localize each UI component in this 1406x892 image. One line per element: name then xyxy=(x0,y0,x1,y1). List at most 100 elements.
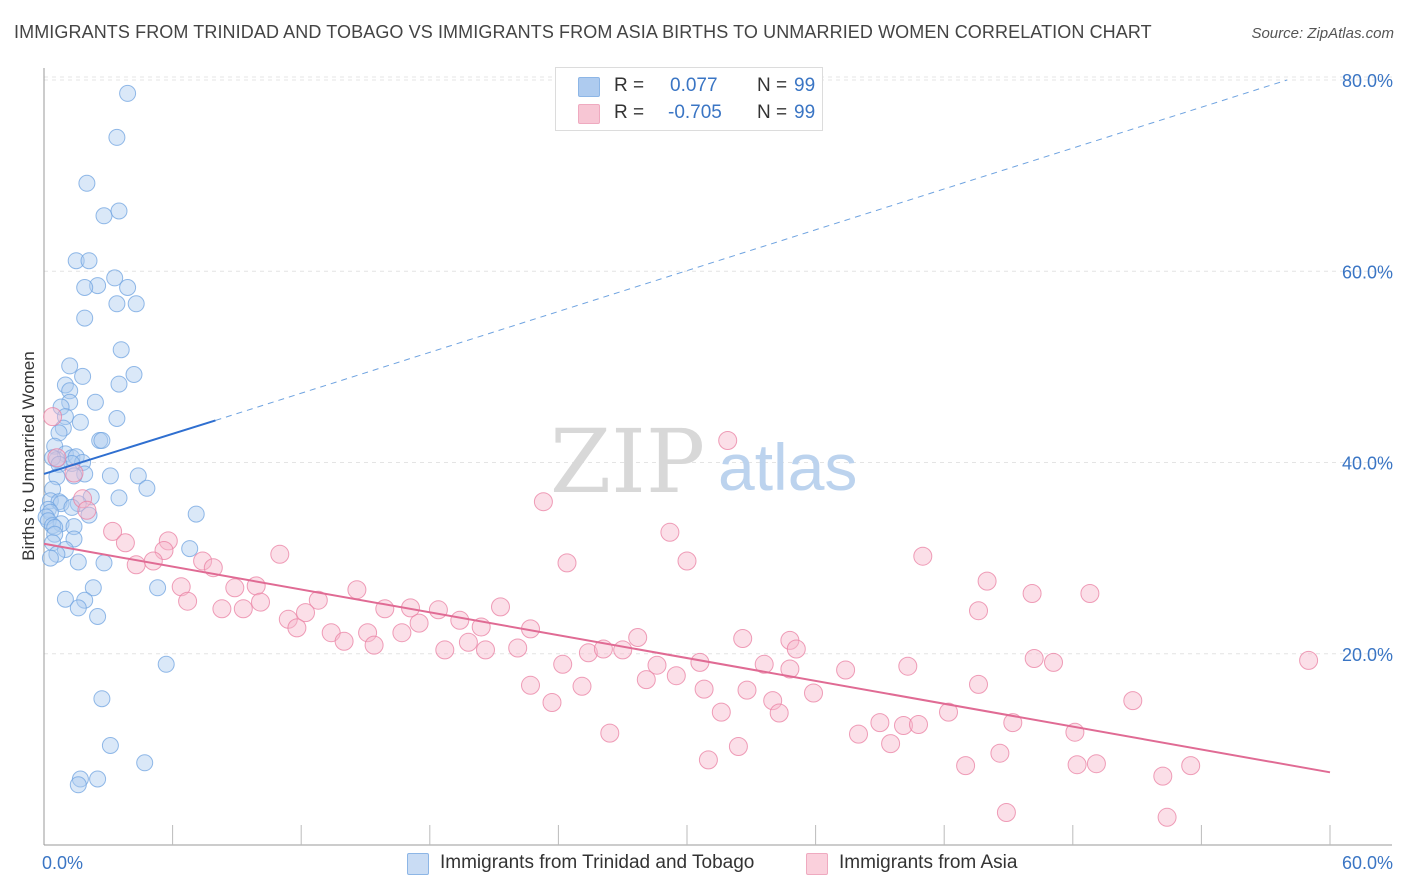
point-asia xyxy=(660,522,680,542)
point-asia xyxy=(47,448,67,468)
point-asia xyxy=(1044,652,1063,672)
point-asia xyxy=(287,618,307,638)
point-asia xyxy=(636,670,656,690)
point-trinidad xyxy=(78,174,96,192)
point-asia xyxy=(358,623,378,643)
point-asia xyxy=(364,635,384,655)
point-asia xyxy=(572,676,592,696)
point-asia xyxy=(754,654,774,674)
legend-swatch-asia xyxy=(578,104,600,124)
point-trinidad xyxy=(67,252,85,270)
legend-r-label: R = xyxy=(614,102,645,123)
point-asia xyxy=(491,597,510,617)
point-asia xyxy=(476,640,495,660)
legend-r-label: R = xyxy=(614,75,645,96)
point-trinidad xyxy=(84,579,102,597)
point-asia xyxy=(553,654,573,674)
point-trinidad xyxy=(95,554,113,572)
point-trinidad xyxy=(95,207,113,225)
legend-n-value-asia: 99 xyxy=(794,102,816,123)
watermark-atlas: atlas xyxy=(718,430,857,504)
y-tick-labels: 20.0% 40.0% 60.0% 80.0% xyxy=(1342,71,1393,665)
legend-swatch-trinidad xyxy=(407,853,429,875)
point-trinidad xyxy=(86,393,104,411)
point-trinidad xyxy=(69,553,87,571)
point-trinidad xyxy=(112,341,130,359)
axes xyxy=(43,68,1392,846)
point-trinidad xyxy=(89,277,107,295)
point-asia xyxy=(763,691,783,711)
point-asia xyxy=(43,407,63,427)
point-asia xyxy=(193,551,213,571)
point-trinidad xyxy=(136,754,154,772)
point-trinidad xyxy=(69,776,87,794)
point-trinidad xyxy=(119,84,137,102)
point-trinidad xyxy=(76,465,94,483)
legend-label-trinidad: Immigrants from Trinidad and Tobago xyxy=(440,852,755,873)
point-asia xyxy=(737,680,757,700)
point-trinidad xyxy=(181,540,199,558)
point-trinidad xyxy=(74,367,92,385)
point-asia xyxy=(786,639,806,659)
point-asia xyxy=(347,580,367,600)
x-tick-label-max: 60.0% xyxy=(1342,853,1393,873)
watermark-zip: ZIP xyxy=(550,410,705,513)
legend-r-value-asia: -0.705 xyxy=(668,102,722,123)
trend-line-trinidad xyxy=(43,419,216,475)
point-trinidad xyxy=(76,279,94,296)
point-trinidad xyxy=(93,690,111,708)
point-asia xyxy=(450,610,470,630)
point-asia xyxy=(1157,807,1177,827)
point-asia xyxy=(647,655,667,675)
y-tick-label: 80.0% xyxy=(1342,71,1393,91)
point-asia xyxy=(728,737,748,756)
point-trinidad xyxy=(106,269,124,287)
point-asia xyxy=(1067,755,1087,775)
point-asia xyxy=(508,638,528,658)
point-asia xyxy=(308,590,328,610)
point-trinidad xyxy=(108,295,126,313)
trend-lines xyxy=(43,79,1331,774)
point-trinidad xyxy=(110,202,128,220)
point-asia xyxy=(103,521,123,541)
point-asia xyxy=(542,693,562,712)
point-asia xyxy=(428,600,448,620)
point-asia xyxy=(557,553,577,573)
legend-n-label: N = xyxy=(757,102,788,123)
series-trinidad-points xyxy=(37,84,205,794)
point-trinidad xyxy=(41,549,59,567)
point-trinidad xyxy=(101,737,119,754)
point-asia xyxy=(600,723,620,743)
correlation-legend: R = 0.077 N = 99 R = -0.705 N = 99 xyxy=(555,67,823,131)
x-ticks xyxy=(172,825,1331,845)
legend-r-value-trinidad: 0.077 xyxy=(670,75,718,96)
point-trinidad xyxy=(76,309,94,327)
point-asia xyxy=(698,750,718,770)
point-asia xyxy=(956,756,976,776)
point-asia xyxy=(718,431,738,450)
point-asia xyxy=(296,603,315,623)
point-asia xyxy=(1181,756,1201,776)
legend-n-value-trinidad: 99 xyxy=(794,75,816,96)
point-trinidad xyxy=(110,375,128,393)
point-asia xyxy=(780,659,800,679)
point-asia xyxy=(171,577,191,597)
series-asia-points xyxy=(43,407,1319,827)
point-trinidad xyxy=(48,468,66,486)
source-label: Source: ZipAtlas.com xyxy=(1251,25,1394,42)
point-asia xyxy=(578,643,598,663)
point-asia xyxy=(458,632,478,652)
point-trinidad xyxy=(138,479,156,497)
point-trinidad xyxy=(71,413,89,431)
point-trinidad xyxy=(101,467,119,485)
point-trinidad xyxy=(69,599,87,617)
point-trinidad xyxy=(89,770,107,788)
point-asia xyxy=(733,629,753,648)
point-trinidad xyxy=(110,489,128,507)
point-asia xyxy=(996,803,1016,822)
legend-n-label: N = xyxy=(757,75,788,96)
point-asia xyxy=(613,640,633,660)
chart-title: IMMIGRANTS FROM TRINIDAD AND TOBAGO VS I… xyxy=(14,22,1152,42)
point-asia xyxy=(435,640,455,660)
